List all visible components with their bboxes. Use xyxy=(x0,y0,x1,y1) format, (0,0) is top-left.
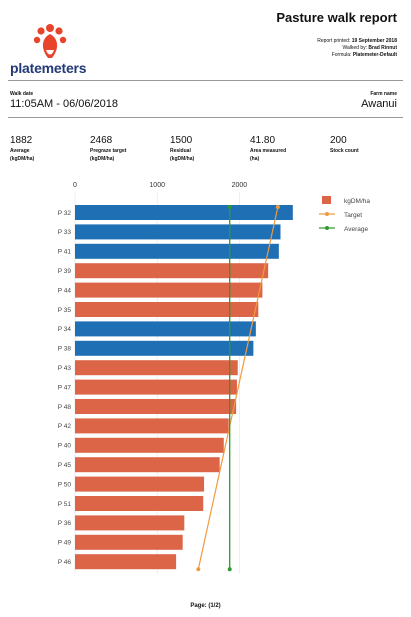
bar xyxy=(75,476,205,492)
category-label: P 33 xyxy=(58,229,72,236)
legend-marker-average xyxy=(325,226,329,230)
bar xyxy=(75,399,237,414)
bar xyxy=(75,224,281,240)
bar xyxy=(75,263,269,279)
stat-residual: 1500 Residual (kgDM/ha) xyxy=(170,135,194,162)
category-label: P 32 xyxy=(58,210,72,217)
x-tick-label: 2000 xyxy=(232,182,248,189)
legend-label: Average xyxy=(344,226,368,233)
category-label: P 34 xyxy=(58,326,72,333)
stat-value: 1882 xyxy=(10,135,33,146)
category-label: P 46 xyxy=(58,559,72,566)
header-divider xyxy=(8,80,403,81)
category-label: P 50 xyxy=(58,481,72,488)
bar xyxy=(75,437,224,453)
category-label: P 48 xyxy=(58,404,72,411)
category-label: P 45 xyxy=(58,462,72,469)
stat-unit: (kgDM/ha) xyxy=(90,156,115,162)
walk-date-label: Walk date xyxy=(10,91,34,97)
bar xyxy=(75,205,293,220)
legend-label: Target xyxy=(344,212,362,219)
bar xyxy=(75,554,177,570)
category-label: P 40 xyxy=(58,443,72,450)
bar xyxy=(75,321,256,337)
stat-stock-count: 200 Stock count xyxy=(330,135,359,154)
pasture-cover-chart: 0 1000 2000 P 32 P 33 P 41 P 39 P 44 P 35 P 34 P 3… xyxy=(58,182,370,574)
walked-by-value: Brad Rinnut xyxy=(368,45,397,51)
bar xyxy=(75,418,229,434)
stat-value: 200 xyxy=(330,135,347,146)
legend-swatch-bars xyxy=(322,196,331,204)
stat-value: 1500 xyxy=(170,135,193,146)
category-label: P 44 xyxy=(58,287,72,294)
stat-label: Area measured xyxy=(250,148,287,154)
x-tick-label: 1000 xyxy=(149,182,165,189)
target-marker xyxy=(275,205,280,209)
stat-label: Average xyxy=(10,148,30,154)
report-printed-value: 19 September 2018 xyxy=(351,38,397,44)
category-label: P 51 xyxy=(58,501,72,508)
average-marker xyxy=(227,205,232,209)
bar xyxy=(75,379,237,395)
legend-marker-target xyxy=(325,212,329,216)
bar xyxy=(75,340,254,356)
brand-name: platemeters xyxy=(10,60,87,76)
category-label: P 36 xyxy=(58,520,72,527)
farm-name-value: Awanui xyxy=(361,98,397,110)
category-label: P 41 xyxy=(58,249,72,256)
x-tick-label: 0 xyxy=(73,182,77,189)
stat-unit: (ha) xyxy=(250,156,260,162)
stat-pregraze-target: 2468 Pregraze target (kgDM/ha) xyxy=(90,135,126,162)
report-title: Pasture walk report xyxy=(276,10,397,25)
bar xyxy=(75,457,220,473)
formula-label: Formula: xyxy=(331,52,352,58)
stat-label: Residual xyxy=(170,148,191,154)
stat-unit: (kgDM/ha) xyxy=(10,156,35,162)
target-marker xyxy=(196,567,201,572)
report-printed-label: Report printed: xyxy=(317,38,351,44)
category-label: P 47 xyxy=(58,384,72,391)
average-marker xyxy=(227,567,232,572)
page-indicator: Page: (1/2) xyxy=(190,603,221,609)
target-line xyxy=(197,206,279,570)
report-meta: Report printed: 19 September 2018 Walked… xyxy=(317,38,397,59)
formula-value: Platemeter-Default xyxy=(352,52,397,58)
stat-area-measured: 41.80 Area measured (ha) xyxy=(250,135,286,162)
category-label: P 49 xyxy=(58,540,72,547)
stat-label: Pregraze target xyxy=(90,148,127,154)
stat-label: Stock count xyxy=(330,148,359,154)
formula-row: Formula: Platemeter-Default xyxy=(317,52,397,59)
bar xyxy=(75,360,238,376)
walk-date-value: 11:05AM - 06/06/2018 xyxy=(10,98,119,110)
walked-by-row: Walked by: Brad Rinnut xyxy=(317,45,397,52)
legend-label: kgDM/ha xyxy=(344,198,370,205)
farm-name-label: Farm name xyxy=(370,91,397,97)
bar xyxy=(75,515,185,531)
walk-divider xyxy=(8,117,403,118)
bar xyxy=(75,302,259,317)
bar xyxy=(75,282,263,298)
stat-unit: (kgDM/ha) xyxy=(170,156,195,162)
stat-value: 2468 xyxy=(90,135,113,146)
bar xyxy=(75,243,279,259)
platemeters-logo xyxy=(33,24,67,58)
stat-value: 41.80 xyxy=(250,135,276,146)
category-label: P 35 xyxy=(58,307,72,314)
walked-by-label: Walked by: xyxy=(342,45,367,51)
category-label: P 39 xyxy=(58,268,72,275)
category-label: P 38 xyxy=(58,346,72,353)
category-label: P 42 xyxy=(58,423,72,430)
category-label: P 43 xyxy=(58,365,72,372)
bar xyxy=(75,496,204,511)
stat-average: 1882 Average (kgDM/ha) xyxy=(10,135,34,162)
report-printed-row: Report printed: 19 September 2018 xyxy=(317,38,397,45)
bar xyxy=(75,534,183,550)
